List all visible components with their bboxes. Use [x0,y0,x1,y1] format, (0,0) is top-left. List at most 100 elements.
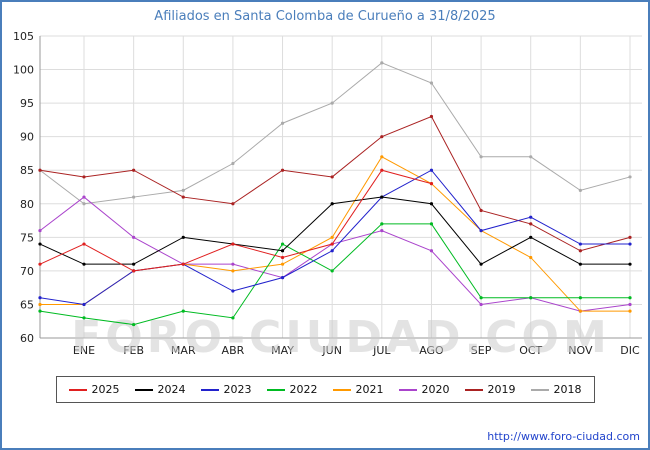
legend-swatch-2022 [266,388,285,391]
series-line-2024 [39,196,630,265]
x-tick-label: FEB [123,344,144,357]
series-point-2023 [578,242,582,246]
legend-label-2024: 2024 [157,383,186,396]
x-tick-label: ENE [73,344,95,357]
series-point-2018 [132,195,136,199]
series-point-2022 [38,309,42,313]
series-point-2023 [82,302,86,307]
series-point-2019 [231,202,235,206]
series-point-2020 [132,235,136,239]
chart-legend: 2025 2024 2023 2022 2021 2020 2019 2018 [55,376,595,403]
series-point-2018 [330,101,334,105]
series-point-2025 [429,182,434,186]
chart-area: 60 65 70 75 80 85 90 95 100 105 ENE FEB MAR ABR MAY JUN… [2,30,648,372]
series-point-2023 [429,168,434,172]
series-point-2019 [479,208,483,213]
series-point-2018 [380,61,384,65]
series-point-2018 [479,155,483,159]
legend-label-2020: 2020 [421,383,450,396]
series-point-2024 [132,262,136,266]
series-point-2023 [280,276,285,280]
footer-link[interactable]: http://www.foro-ciudad.com [487,430,640,443]
legend-label-2019: 2019 [487,383,516,396]
x-tick-label: OCT [519,344,542,357]
series-point-2022 [132,322,136,327]
series-point-2024 [38,242,42,246]
series-point-2019 [38,168,42,172]
series-point-2019 [429,114,434,119]
series-point-2025 [330,242,334,246]
series-point-2020 [82,195,86,199]
series-point-2022 [82,316,86,320]
series-point-2024 [429,202,434,206]
legend-item-2018: 2018 [530,383,582,396]
y-tick-label: 105 [13,30,34,43]
series-point-2022 [479,296,483,300]
series-line-2021 [40,156,630,312]
y-tick-label: 85 [20,164,34,177]
x-tick-label: NOV [568,344,593,357]
series-point-2018 [429,81,434,85]
y-tick-label: 70 [20,265,34,278]
x-tick-label: MAR [171,344,196,357]
series-point-2021 [231,269,235,273]
series-point-2025 [380,168,384,172]
series-point-2025 [82,242,86,246]
series-point-2021 [330,235,334,239]
x-tick-label: ABR [222,344,245,357]
series-point-2022 [380,222,384,226]
legend-item-2020: 2020 [398,383,450,396]
series-point-2021 [628,309,632,313]
line-chart: 60 65 70 75 80 85 90 95 100 105 ENE FEB MAR ABR MAY JUN… [13,30,642,363]
series-point-2019 [280,168,285,172]
series-point-2025 [280,255,285,260]
series-point-2022 [330,269,334,273]
x-tick-label: AGO [419,344,444,357]
series-point-2019 [380,135,384,139]
series-point-2022 [578,296,582,300]
series-point-2023 [330,249,334,253]
legend-swatch-2020 [398,388,417,391]
legend-item-2025: 2025 [68,383,120,396]
x-tick-label: JUL [372,344,391,357]
y-tick-label: 90 [20,131,34,144]
series-point-2023 [38,296,42,300]
series-point-2021 [38,302,42,307]
series-point-2018 [628,175,632,179]
series-point-2018 [280,121,285,125]
y-tick-label: 60 [20,332,34,345]
series-point-2024 [380,195,384,199]
legend-label-2021: 2021 [355,383,384,396]
legend-swatch-2025 [68,388,87,391]
legend-swatch-2021 [332,388,351,391]
x-tick-label: JUN [321,344,342,357]
series-point-2021 [380,155,384,159]
series-point-2022 [429,222,434,226]
series-point-2020 [628,302,632,307]
series-point-2020 [429,249,434,253]
series-point-2025 [231,242,235,246]
series-point-2018 [231,161,235,166]
y-tick-label: 100 [13,64,34,77]
legend-label-2025: 2025 [91,383,120,396]
x-tick-label: MAY [271,344,294,357]
legend-item-2024: 2024 [134,383,186,396]
chart-title: Afiliados en Santa Colomba de Curueño a … [154,9,496,24]
legend-swatch-2023 [200,388,219,391]
series-point-2019 [181,195,185,199]
legend-item-2022: 2022 [266,383,318,396]
series-point-2022 [280,242,285,246]
series-point-2019 [330,175,334,179]
series-point-2024 [181,235,185,239]
series-point-2024 [479,262,483,266]
series-point-2024 [628,262,632,266]
series-line-2025 [39,169,432,272]
series-point-2019 [628,235,632,239]
series-point-2023 [529,215,533,219]
series-point-2023 [628,242,632,246]
y-tick-label: 95 [20,97,34,110]
series-point-2021 [280,262,285,266]
series-point-2024 [280,249,285,253]
series-point-2022 [181,309,185,313]
legend-label-2022: 2022 [289,383,318,396]
